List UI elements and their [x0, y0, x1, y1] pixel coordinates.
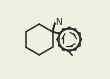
Text: N: N: [56, 18, 62, 27]
